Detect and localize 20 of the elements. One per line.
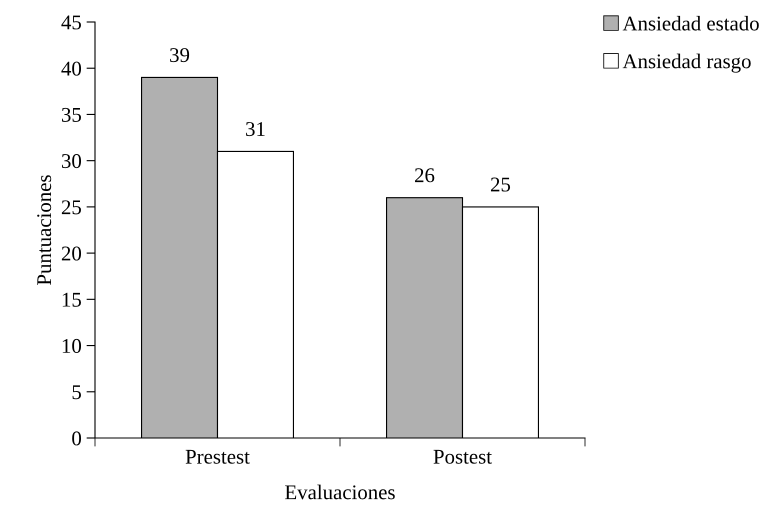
y-tick-label: 10: [62, 338, 82, 353]
x-axis-title: Evaluaciones: [285, 484, 395, 500]
x-tick-label: Prestest: [186, 450, 250, 464]
y-tick-label: 35: [62, 108, 81, 122]
y-tick-label: 30: [62, 154, 82, 168]
y-tick-label: 45: [61, 16, 81, 30]
x-tick-label: Postest: [434, 450, 492, 464]
y-tick-label: 20: [62, 246, 82, 261]
data-label: 39: [170, 48, 190, 62]
y-axis-title: Puntuaciones: [37, 175, 52, 285]
data-label: 26: [415, 168, 434, 182]
legend-label: Ansiedad estado: [622, 16, 759, 31]
y-tick-label: 15: [62, 292, 81, 307]
y-tick-label: 0: [72, 431, 82, 446]
data-label: 25: [490, 178, 510, 192]
y-tick-label: 40: [61, 62, 82, 76]
y-tick-label: 25: [62, 200, 81, 214]
data-label: 31: [246, 122, 265, 136]
y-tick-label: 5: [72, 385, 81, 400]
legend-label: Ansiedad rasgo: [622, 54, 751, 73]
